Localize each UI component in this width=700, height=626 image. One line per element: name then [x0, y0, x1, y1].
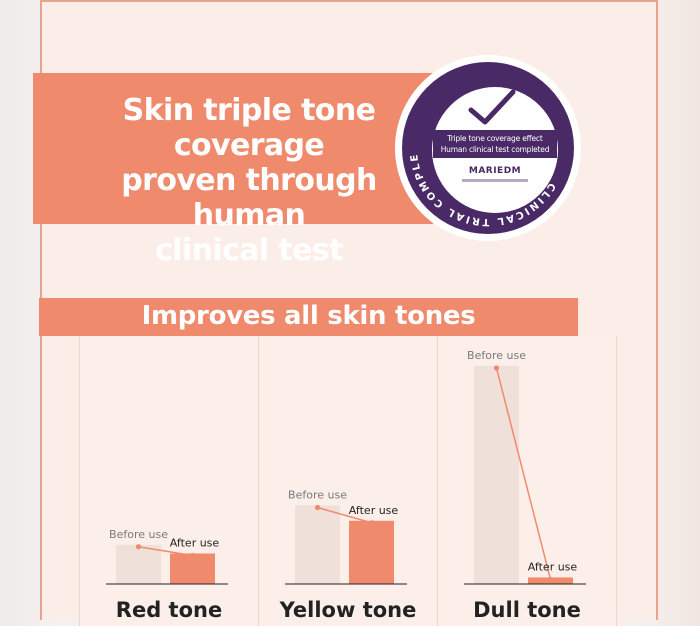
- seal-line-1: Triple tone coverage effect: [447, 134, 543, 143]
- headline-banner: Skin triple tone coverage proven through…: [33, 73, 433, 268]
- brand-logo: MARIEDM: [468, 166, 522, 176]
- trend-line: [138, 546, 193, 557]
- trend-line: [317, 506, 372, 524]
- trend-line: [495, 367, 552, 580]
- before-use-point: [135, 544, 142, 550]
- headline-title: Skin triple tone coverage proven through…: [67, 93, 431, 268]
- chart-plot: Before use After use: [464, 349, 586, 585]
- seal-text-band: Triple tone coverage effect Human clinic…: [433, 130, 557, 158]
- after-use-point: [189, 552, 196, 559]
- before-use-bar: [474, 366, 519, 584]
- before-use-point: [493, 365, 500, 371]
- chart-title: Improves all skin tones: [39, 298, 578, 336]
- headline-line-2: proven through human: [121, 163, 377, 233]
- after-use-bar: [349, 520, 394, 584]
- before-use-bar: [295, 505, 340, 584]
- headline-line-1: Skin triple tone coverage: [122, 93, 376, 163]
- seal-line-2: Human clinical test completed: [440, 145, 550, 154]
- after-use-label: After use: [170, 536, 220, 549]
- checkmark-icon: [468, 89, 516, 125]
- panel-title: Yellow tone: [279, 598, 417, 622]
- before-use-label: Before use: [467, 349, 526, 362]
- chart-panel-red-tone: Before use After use Red tone: [79, 336, 258, 626]
- before-use-label: Before use: [288, 489, 347, 502]
- headline-line-3: clinical test: [155, 233, 343, 268]
- chart-panel-yellow-tone: Before use After use Yellow tone: [258, 336, 437, 626]
- before-use-label: Before use: [109, 528, 168, 541]
- after-use-bar: [170, 553, 215, 584]
- before-use-bar: [116, 544, 161, 584]
- after-use-label: After use: [528, 560, 578, 573]
- before-use-point: [314, 504, 321, 511]
- after-use-point: [368, 520, 375, 526]
- after-use-label: After use: [349, 504, 399, 517]
- brand-logo-subline: [462, 179, 528, 182]
- panel-title: Red tone: [115, 598, 223, 622]
- card-top-border: [42, 0, 656, 2]
- panel-title: Dull tone: [473, 598, 581, 622]
- chart-panel-dull-tone: Before use After use Dull tone: [437, 336, 617, 626]
- after-use-point: [547, 576, 554, 583]
